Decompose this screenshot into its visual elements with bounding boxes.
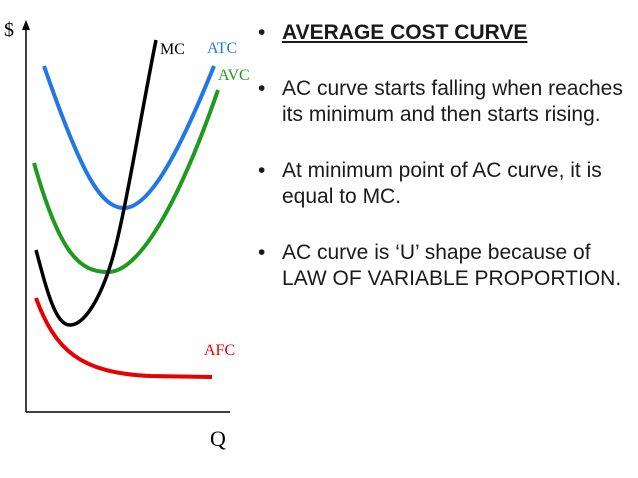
bullet-dot: • bbox=[258, 241, 266, 264]
label-avc: AVC bbox=[218, 67, 250, 84]
bullet-item: • At minimum point of AC curve, it is eq… bbox=[258, 158, 628, 210]
bullet-text: AC curve starts falling when reaches its… bbox=[282, 77, 623, 126]
bullet-dot: • bbox=[258, 77, 266, 100]
bullet-text: AVERAGE COST CURVE bbox=[282, 21, 528, 44]
bullet-text: AC curve is ‘U’ shape because of LAW OF … bbox=[282, 241, 622, 290]
label-afc: AFC bbox=[204, 342, 235, 359]
bullet-item: • AC curve is ‘U’ shape because of LAW O… bbox=[258, 240, 628, 292]
bullet-list: • AVERAGE COST CURVE • AC curve starts f… bbox=[258, 20, 628, 322]
y-axis-label: $ bbox=[4, 19, 14, 41]
bullet-text: At minimum point of AC curve, it is equa… bbox=[282, 159, 602, 208]
bullet-item: • AC curve starts falling when reaches i… bbox=[258, 76, 628, 128]
label-atc: ATC bbox=[207, 40, 237, 57]
curve-afc bbox=[34, 297, 213, 379]
x-axis-label: Q bbox=[210, 426, 226, 451]
curve-mc bbox=[34, 39, 158, 327]
cost-curves-chart: $ Q MC ATC AVC AFC bbox=[4, 19, 250, 451]
label-mc: MC bbox=[160, 41, 185, 58]
curve-avc bbox=[32, 89, 220, 275]
bullet-dot: • bbox=[258, 21, 266, 44]
y-axis-arrow bbox=[22, 20, 30, 30]
bullet-dot: • bbox=[258, 159, 266, 182]
bullet-heading: • AVERAGE COST CURVE bbox=[258, 20, 628, 46]
